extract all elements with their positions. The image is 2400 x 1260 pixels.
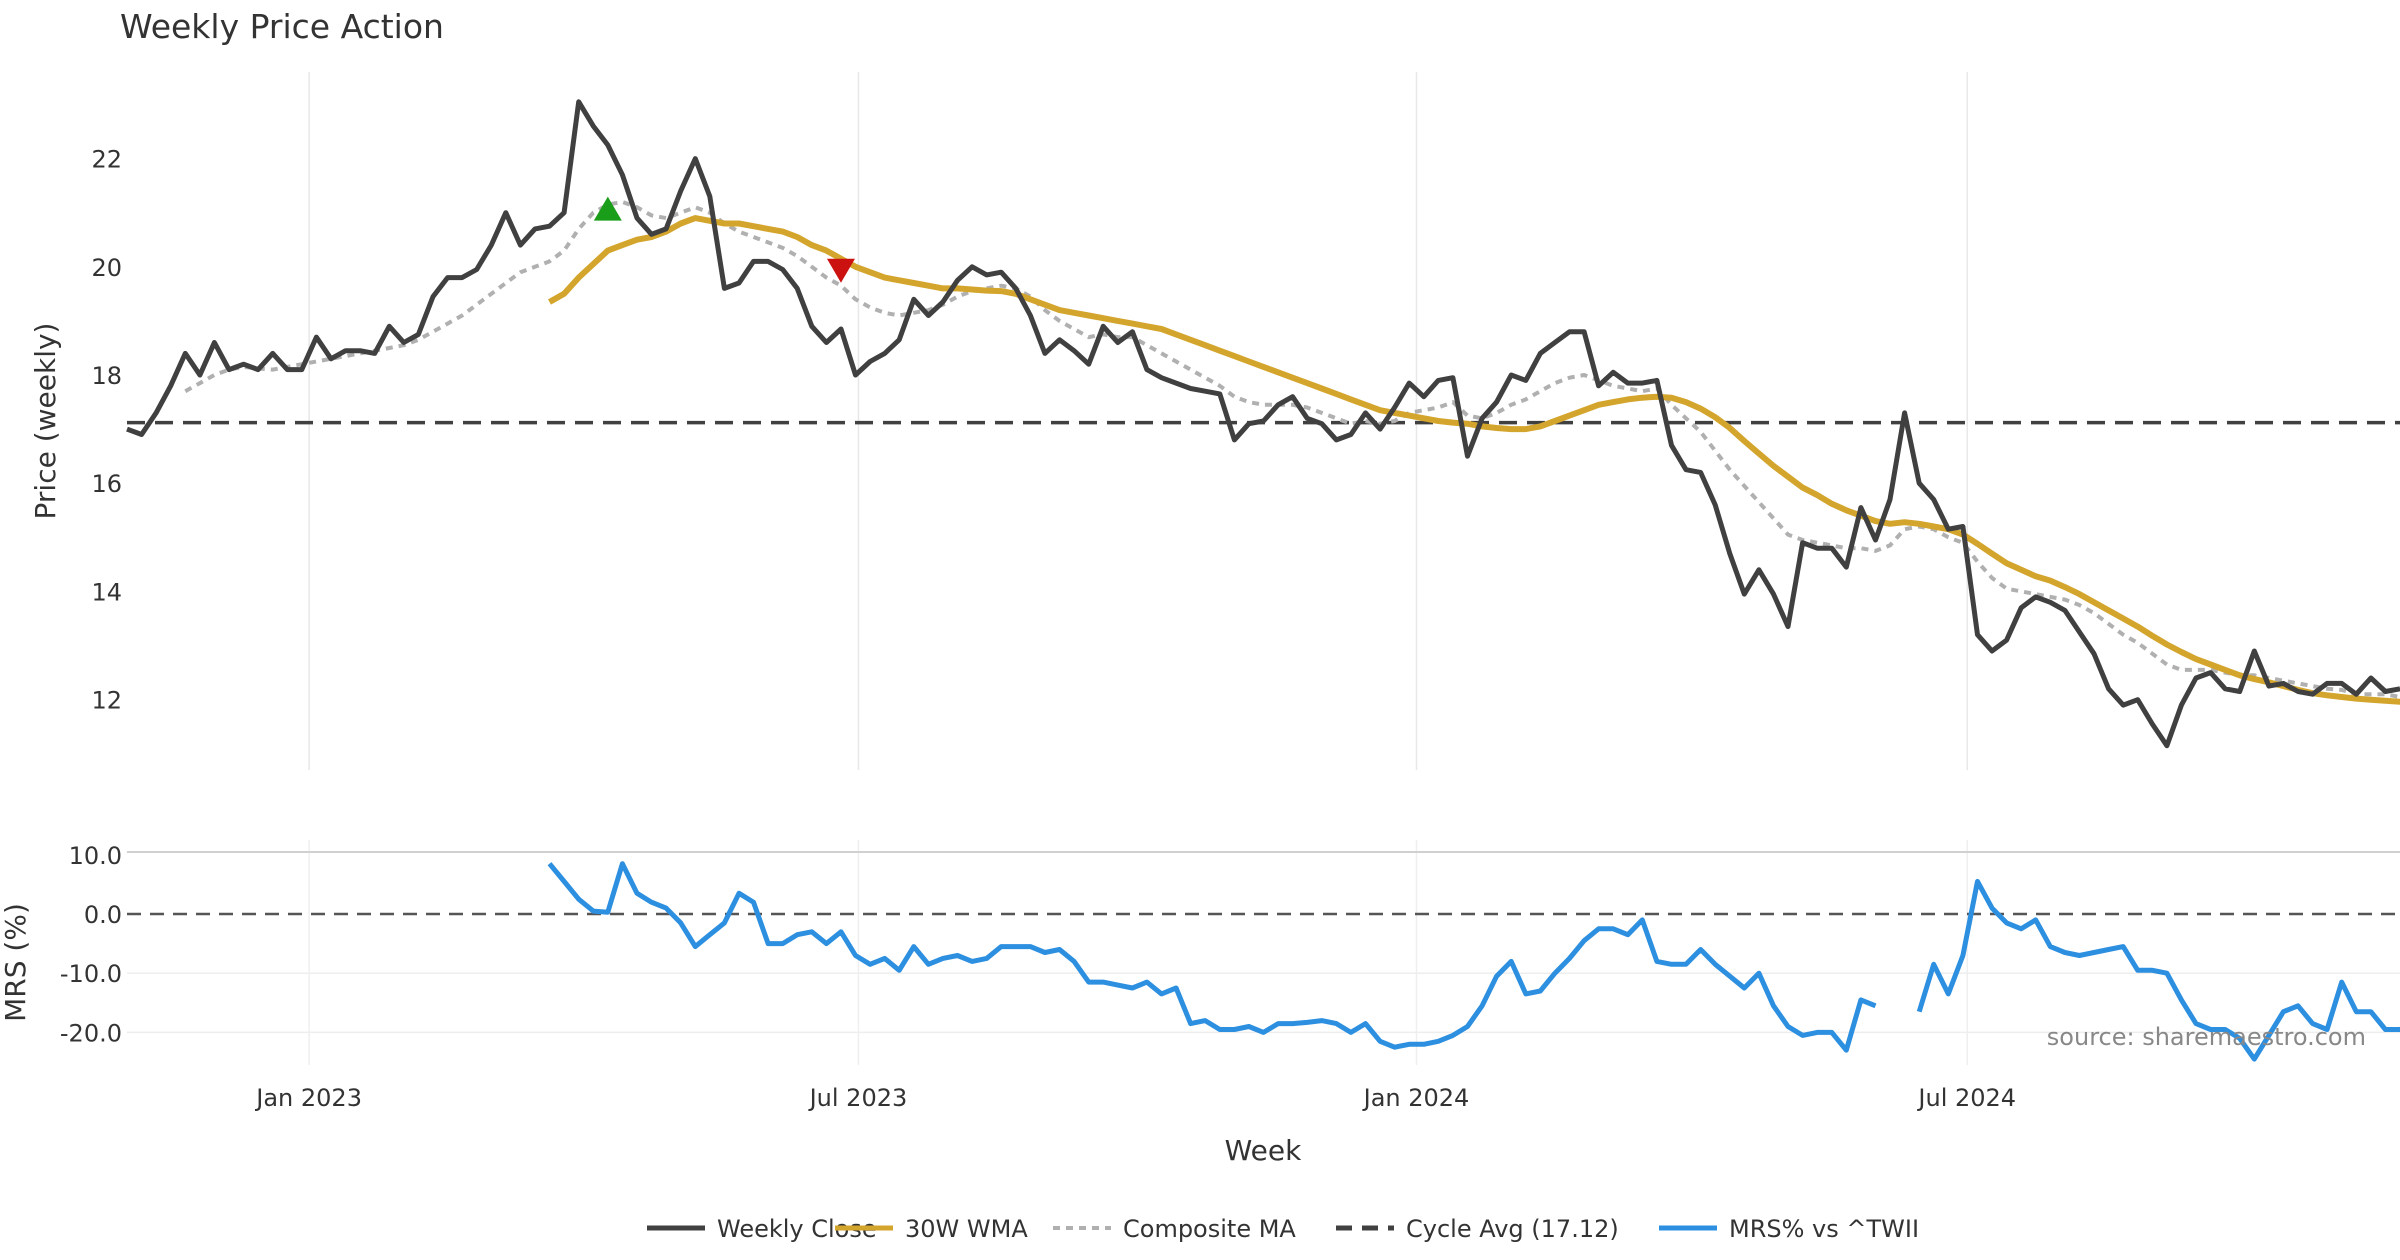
legend-item-cycle: Cycle Avg (17.12): [1336, 1215, 1619, 1243]
price-y-tick-label: 20: [91, 254, 122, 282]
legend-item-composite: Composite MA: [1053, 1215, 1296, 1243]
mrs-y-tick-label: -10.0: [60, 960, 122, 988]
mrs-panel: -20.0 -10.0 0.0 10.0 MRS (%) source: sharem…: [0, 840, 2400, 1065]
price-y-axis-label: Price (weekly): [29, 323, 62, 520]
price-y-ticks: 12 14 16 18 20 22: [91, 146, 122, 715]
price-y-tick-label: 22: [91, 146, 122, 174]
price-panel: 12 14 16 18 20 22 Price (weekly): [29, 72, 2400, 770]
mrs-y-ticks: -20.0 -10.0 0.0 10.0: [60, 842, 2400, 1047]
x-axis-label: Week: [1225, 1134, 1302, 1167]
mrs-y-tick-label: 10.0: [69, 842, 122, 870]
legend-item-mrs: MRS% vs ^TWII: [1659, 1215, 1919, 1243]
trade-signals: [593, 196, 855, 283]
legend-label: MRS% vs ^TWII: [1729, 1215, 1919, 1243]
mrs-vertical-gridlines: [308, 840, 1969, 1065]
legend: Weekly Close 30W WMA Composite MA Cycle Avg…: [647, 1215, 1919, 1243]
source-note: source: sharemaestro.com: [2047, 1023, 2366, 1051]
price-y-tick-label: 14: [91, 578, 122, 606]
mrs-y-tick-label: -20.0: [60, 1019, 122, 1047]
chart-title: Weekly Price Action: [120, 7, 444, 46]
weekly-close-series: [126, 99, 2400, 749]
sell-signal-marker: [826, 258, 855, 283]
price-y-tick-label: 18: [91, 362, 122, 390]
x-tick-label: Jan 2024: [1362, 1084, 1470, 1112]
legend-item-wma: 30W WMA: [835, 1215, 1028, 1243]
legend-label: Cycle Avg (17.12): [1406, 1215, 1619, 1243]
mrs-y-tick-label: 0.0: [84, 901, 122, 929]
price-y-tick-label: 16: [91, 470, 122, 498]
price-y-tick-label: 12: [91, 687, 122, 715]
wma-30w-series: [548, 215, 2400, 705]
mrs-series: [547, 861, 2400, 1062]
mrs-y-axis-label: MRS (%): [0, 903, 32, 1022]
legend-label: 30W WMA: [905, 1215, 1028, 1243]
x-tick-label: Jan 2023: [254, 1084, 362, 1112]
composite-ma-series: [184, 199, 2400, 699]
buy-signal-marker: [593, 196, 622, 221]
legend-label: Composite MA: [1123, 1215, 1296, 1243]
x-tick-label: Jul 2024: [1916, 1084, 2016, 1112]
x-tick-label: Jul 2023: [808, 1084, 908, 1112]
